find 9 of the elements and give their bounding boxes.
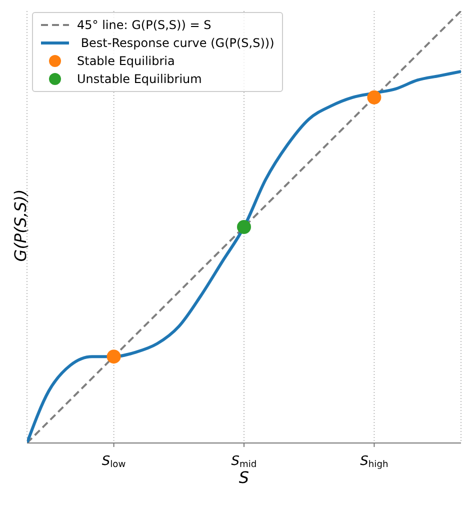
legend-label: 45° line: G(P(S,S)) = S: [77, 18, 212, 32]
x-tick-label: S$_{high}$: [360, 454, 388, 470]
legend-label: Best-Response curve (G(P(S,S))): [80, 36, 274, 50]
x-axis-title: S: [238, 468, 250, 487]
legend-label: Stable Equilibria: [77, 54, 175, 68]
legend-label: Unstable Equilibrium: [77, 72, 202, 86]
y-axis-title: G(P(S,S)): [11, 189, 30, 262]
x-tick-label: S$_{low}$: [102, 454, 126, 470]
x-tick-label: S$_{mid}$: [231, 454, 257, 470]
